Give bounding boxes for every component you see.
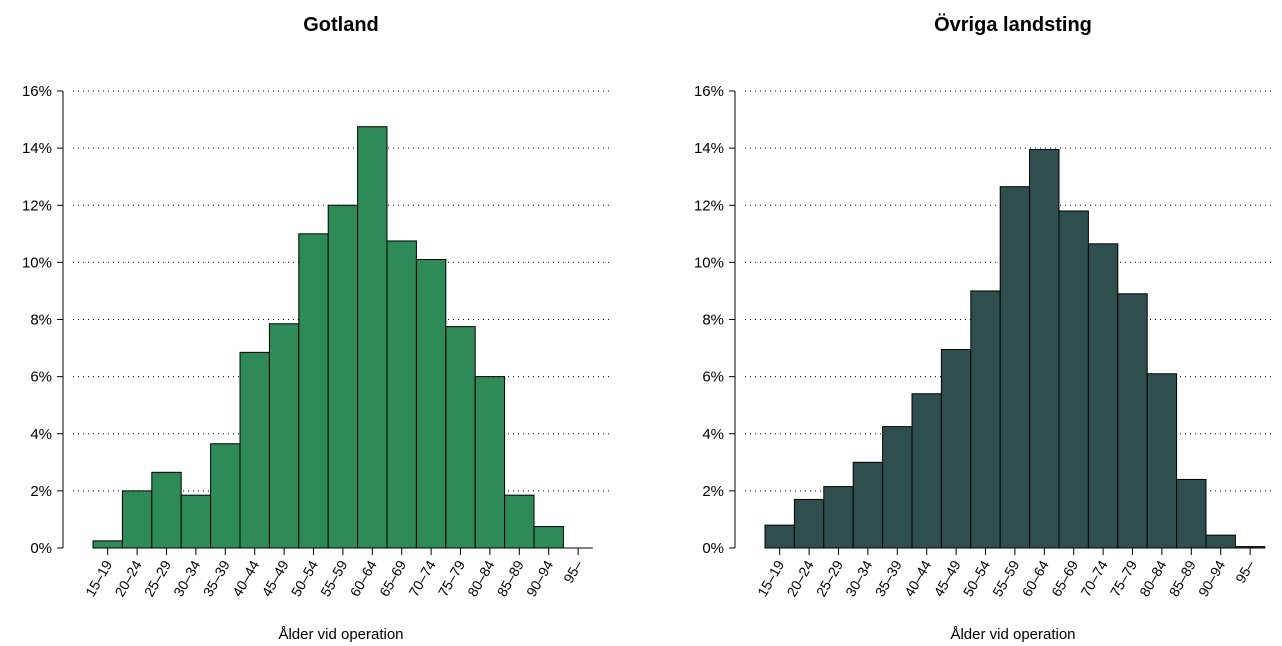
- x-tick-label: 15–19: [754, 557, 787, 599]
- bar: [210, 443, 241, 549]
- x-tick-label: 70–74: [405, 557, 438, 599]
- x-tick-label: 65–69: [1048, 557, 1081, 599]
- y-tick-label: 0%: [702, 540, 724, 557]
- y-tick-label: 8%: [30, 312, 52, 329]
- bar: [823, 486, 854, 549]
- bar: [92, 540, 123, 549]
- bar: [1205, 534, 1236, 549]
- x-tick-label: 25–29: [813, 557, 846, 599]
- x-tick-label: 80–84: [1136, 557, 1169, 599]
- x-tick-label: 20–24: [111, 557, 144, 599]
- x-tick-label: 25–29: [141, 557, 174, 599]
- x-tick-label: 45–49: [258, 557, 291, 599]
- x-tick-label: 85–89: [494, 557, 527, 599]
- y-tick-label: 6%: [702, 369, 724, 386]
- y-tick-label: 4%: [702, 426, 724, 443]
- chart-ovriga-landsting: Övriga landsting 0% 2% 4% 6% 8% 10% 12% 14% 16% 15…: [694, 13, 1272, 643]
- x-tick-label: 90–94: [1195, 557, 1228, 599]
- bar: [357, 126, 388, 549]
- bar: [415, 259, 447, 549]
- y-tick-label: 14%: [22, 140, 52, 157]
- x-tick-label: 50–54: [960, 557, 993, 599]
- bar: [445, 326, 476, 549]
- x-axis-label: Ålder vid operation: [950, 626, 1075, 643]
- x-tick-label: 40–44: [229, 557, 262, 599]
- y-tick-label: 2%: [30, 483, 52, 500]
- bar: [1087, 243, 1119, 549]
- chart-title: Gotland: [303, 14, 379, 36]
- bar: [239, 351, 270, 549]
- x-tick-label: 90–94: [523, 557, 556, 599]
- x-tick-label: 55–59: [989, 557, 1022, 599]
- x-tick-label: 55–59: [317, 557, 350, 599]
- chart-gotland: Gotland 0% 2% 4% 6% 8% 10% 12% 14% 16% 15–1920–242…: [22, 14, 612, 643]
- bar: [151, 471, 182, 549]
- bar: [504, 494, 535, 549]
- bar: [327, 204, 359, 549]
- bar: [1176, 478, 1207, 549]
- bar: [764, 524, 795, 549]
- y-tick-label: 14%: [694, 140, 724, 157]
- x-tick-label: 20–24: [783, 557, 816, 599]
- bar: [180, 494, 212, 549]
- bar: [1146, 373, 1178, 549]
- y-tick-label: 16%: [694, 83, 724, 100]
- bar: [911, 393, 942, 549]
- y-tick-label: 0%: [30, 540, 52, 557]
- bar: [999, 186, 1031, 549]
- y-tick-label: 12%: [694, 197, 724, 214]
- x-tick-label: 80–84: [464, 557, 497, 599]
- x-tick-label: 65–69: [376, 557, 409, 599]
- y-tick-label: 8%: [702, 312, 724, 329]
- x-tick-label: 30–34: [170, 557, 203, 599]
- x-tick-label: 45–49: [930, 557, 963, 599]
- x-tick-label: 70–74: [1077, 557, 1110, 599]
- bar: [793, 498, 825, 549]
- x-tick-label: 40–44: [901, 557, 934, 599]
- chart-title: Övriga landsting: [934, 13, 1092, 36]
- x-tick-label: 15–19: [82, 557, 115, 599]
- x-tick-label: 35–39: [872, 557, 905, 599]
- x-tick-label: 75–79: [1107, 557, 1140, 599]
- bar: [970, 290, 1001, 549]
- bar: [882, 426, 913, 549]
- bar: [298, 233, 329, 549]
- x-tick-label: 35–39: [200, 557, 233, 599]
- y-tick-label: 4%: [30, 426, 52, 443]
- bar: [1117, 293, 1148, 549]
- bar: [852, 461, 884, 549]
- bar: [474, 376, 506, 549]
- bar: [1029, 149, 1060, 549]
- bar: [1058, 210, 1089, 549]
- x-tick-label: 75–79: [435, 557, 468, 599]
- bar: [386, 240, 417, 549]
- x-axis-label: Ålder vid operation: [278, 626, 403, 643]
- y-tick-label: 12%: [22, 197, 52, 214]
- y-tick-label: 2%: [702, 483, 724, 500]
- bar: [268, 323, 300, 549]
- y-tick-label: 6%: [30, 369, 52, 386]
- x-tick-label: 60–64: [1019, 557, 1052, 599]
- x-tick-label: 95–: [1232, 557, 1258, 585]
- bar: [533, 526, 564, 549]
- y-tick-label: 16%: [22, 83, 52, 100]
- x-tick-label: 85–89: [1166, 557, 1199, 599]
- bar: [121, 490, 153, 549]
- x-tick-label: 60–64: [347, 557, 380, 599]
- x-tick-label: 50–54: [288, 557, 321, 599]
- x-tick-label: 95–: [560, 557, 586, 585]
- x-tick-label: 30–34: [842, 557, 875, 599]
- y-tick-label: 10%: [694, 254, 724, 271]
- y-tick-label: 10%: [22, 254, 52, 271]
- bar: [940, 348, 972, 549]
